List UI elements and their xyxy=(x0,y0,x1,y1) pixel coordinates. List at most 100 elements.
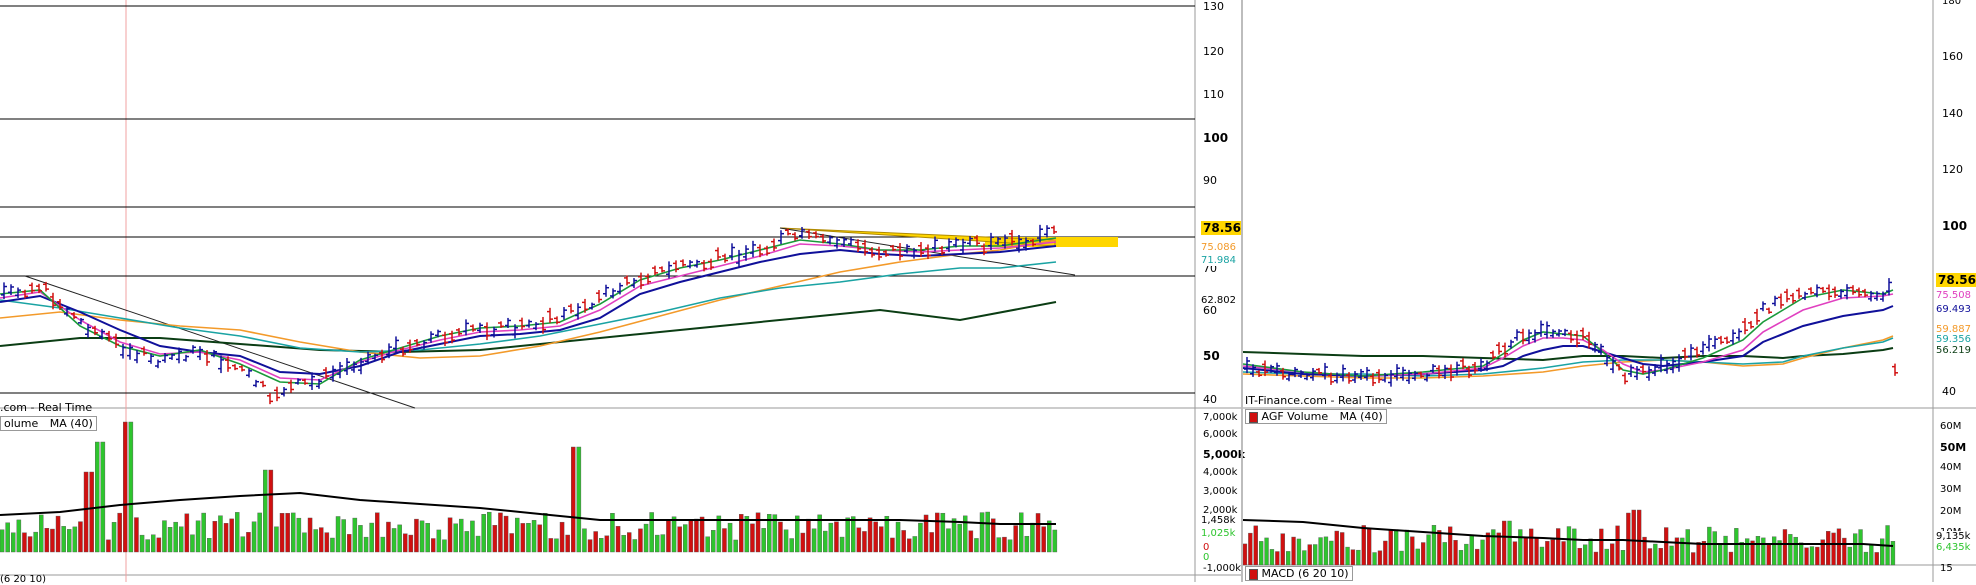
right-ma-value-label: 59.356 xyxy=(1936,334,1971,345)
right-axis-tick: 120 xyxy=(1942,163,1963,176)
left-chart-pane[interactable]: 130 120 110 100 90 70 60 50 40 78.56 75.… xyxy=(0,0,1245,585)
left-axis-tick: 40 xyxy=(1203,393,1217,406)
volume-bar xyxy=(627,532,632,553)
volume-bar xyxy=(1847,546,1852,566)
volume-bar xyxy=(1030,522,1035,553)
volume-bar xyxy=(1620,550,1626,566)
volume-bar xyxy=(89,471,94,553)
left-ma-value-label: 62.802 xyxy=(1201,295,1236,306)
triangle-drawing[interactable] xyxy=(779,227,1056,247)
volume-bar xyxy=(649,512,654,553)
volume-bar xyxy=(229,518,234,553)
right-axis-tick: 100 xyxy=(1942,219,1968,233)
volume-bar xyxy=(1393,529,1399,566)
volume-bar xyxy=(1858,529,1863,566)
volume-bar xyxy=(1772,536,1777,566)
volume-bar xyxy=(234,512,240,553)
volume-bar xyxy=(515,517,520,553)
volume-bar xyxy=(929,532,934,553)
volume-bar xyxy=(554,538,559,553)
macd-label: MACD (6 20 10) xyxy=(1261,567,1349,580)
volume-bar xyxy=(1366,527,1372,566)
right-ma-blue-line xyxy=(1243,305,1894,378)
volume-bar xyxy=(111,522,117,553)
volume-bar xyxy=(1318,537,1323,566)
volume-bar xyxy=(1728,551,1734,566)
volume-bar xyxy=(1485,532,1491,566)
volume-bar xyxy=(985,511,990,553)
volume-bar xyxy=(1243,543,1248,566)
volume-bar xyxy=(33,531,38,553)
macd-color-swatch xyxy=(1249,568,1258,580)
volume-bar xyxy=(1712,531,1717,566)
right-macd-legend[interactable]: MACD (6 20 10) xyxy=(1245,566,1353,581)
volume-axis-tick: 30M xyxy=(1940,484,1962,495)
volume-bar xyxy=(1739,542,1744,566)
volume-bar xyxy=(946,528,951,553)
volume-bar xyxy=(1442,542,1447,566)
volume-axis-tick: -1,000k xyxy=(1203,563,1242,574)
volume-bar xyxy=(716,515,722,553)
volume-axis-tick: 0 xyxy=(1203,542,1210,553)
volume-bar xyxy=(83,471,89,553)
volume-bar xyxy=(526,523,531,553)
volume-bar xyxy=(50,528,55,553)
volume-bar xyxy=(666,519,671,553)
volume-bar xyxy=(1777,540,1782,566)
volume-bar xyxy=(1890,541,1896,566)
volume-bar xyxy=(307,517,313,553)
volume-bar xyxy=(1248,532,1253,566)
volume-bar xyxy=(1863,551,1869,566)
volume-bar xyxy=(951,518,957,553)
volume-bar xyxy=(1545,541,1550,566)
volume-bar xyxy=(1052,529,1058,553)
right-volume-legend[interactable]: AGF Volume MA (40) xyxy=(1245,409,1387,424)
volume-bar xyxy=(548,538,554,553)
pane-divider[interactable] xyxy=(1241,0,1243,582)
volume-bar xyxy=(279,513,285,553)
volume-bar xyxy=(839,536,845,553)
volume-bar xyxy=(509,533,514,553)
volume-bar xyxy=(100,441,106,553)
volume-bar xyxy=(251,521,257,553)
volume-bar xyxy=(78,521,83,553)
volume-bar xyxy=(783,529,789,553)
volume-bar xyxy=(520,523,526,553)
volume-bar xyxy=(1669,545,1674,566)
volume-bar xyxy=(1880,538,1885,566)
volume-bar xyxy=(940,512,946,553)
volume-axis-tick: 7,000k xyxy=(1203,412,1238,423)
right-ma-green-line xyxy=(1243,289,1894,377)
volume-bar xyxy=(935,512,940,553)
right-ma-value-label: 75.508 xyxy=(1936,290,1971,301)
volume-bar xyxy=(313,529,318,553)
right-chart-pane[interactable]: 180 160 140 120 100 40 78.56 75.508 69.4… xyxy=(1243,0,1976,582)
volume-bar xyxy=(442,539,447,553)
left-axis-tick: 100 xyxy=(1203,131,1229,145)
volume-bar xyxy=(1793,536,1798,566)
volume-bar xyxy=(128,421,134,553)
volume-bar xyxy=(1561,541,1566,566)
volume-bar xyxy=(699,516,705,553)
volume-bar xyxy=(503,515,509,553)
volume-bar xyxy=(1372,552,1377,566)
right-price-chart[interactable] xyxy=(1243,0,1976,582)
volume-bar xyxy=(694,518,699,553)
volume-bar xyxy=(431,538,436,553)
left-volume-legend[interactable]: olume MA (40) xyxy=(0,416,97,431)
volume-bar xyxy=(789,538,794,553)
volume-bar xyxy=(1820,539,1825,566)
volume-bar xyxy=(0,529,5,553)
ma-dark-green-line xyxy=(0,301,1057,354)
left-volume-ma-line xyxy=(0,491,1056,525)
volume-bar xyxy=(604,535,610,553)
volume-bar xyxy=(66,529,72,553)
left-price-chart[interactable] xyxy=(0,0,1241,582)
volume-axis-tick: 6,000k xyxy=(1203,429,1238,440)
left-axis-tick: 120 xyxy=(1203,45,1224,58)
volume-bar xyxy=(1296,538,1302,566)
volume-bar xyxy=(61,526,66,553)
volume-bar xyxy=(991,518,996,553)
volume-bar xyxy=(851,516,856,553)
volume-bar xyxy=(895,521,901,553)
